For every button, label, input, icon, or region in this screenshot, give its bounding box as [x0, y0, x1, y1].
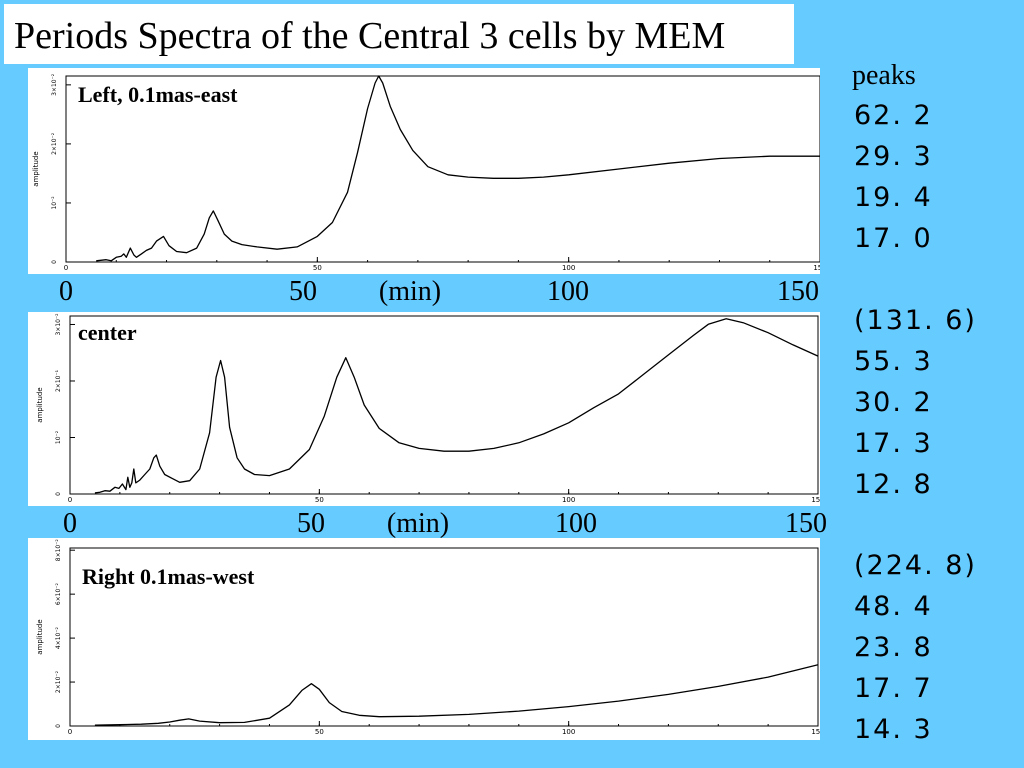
y-axis-label: amplitude	[32, 151, 40, 186]
x-tick-label: 150	[811, 496, 820, 504]
y-tick-label: 8×10⁻²	[55, 539, 62, 562]
top-axis-caption-unit: (min)	[378, 276, 442, 307]
y-tick-label: 0	[55, 724, 62, 728]
y-tick-label: 2×10⁻¹	[55, 369, 62, 392]
y-tick-label: 2×10⁻²	[51, 132, 58, 155]
spectrum-line	[94, 318, 819, 494]
slide-title: Periods Spectra of the Central 3 cells b…	[14, 15, 726, 57]
spectrum-panel-left: 0 50 100 150 0 10⁻² 2×10⁻² 3×10⁻² amplitude Left…	[28, 68, 820, 274]
x-tick-label: 150	[811, 728, 820, 736]
title-box: Periods Spectra of the Central 3 cells b…	[4, 4, 794, 64]
spectrum-svg-right: 0 50 100 150 0 2×10⁻² 4×10⁻² 6×10⁻² 8×10⁻² amplit…	[36, 539, 820, 736]
spectrum-svg-center: 0 50 100 150 0 10⁻² 2×10⁻¹ 3×10⁻² amplitude	[36, 313, 820, 504]
y-tick-label: 0	[55, 492, 62, 496]
x-tick-label: 50	[313, 264, 322, 272]
peak-value: 19. 4	[854, 182, 933, 213]
middle-axis-caption-50: 50	[297, 508, 325, 539]
spectrum-line	[96, 75, 820, 262]
y-tick-label: 6×10⁻²	[55, 583, 62, 606]
x-tick-label: 150	[813, 264, 820, 272]
middle-axis-caption-0: 0	[63, 508, 77, 539]
plot-frame	[65, 75, 820, 263]
peak-value: 62. 2	[854, 100, 933, 131]
top-axis-caption-100: 100	[547, 276, 589, 307]
peak-value: 17. 0	[854, 223, 933, 254]
middle-axis-caption-150: 150	[785, 508, 827, 539]
y-tick-label: 4×10⁻²	[55, 626, 62, 649]
middle-axis-caption-100: 100	[555, 508, 597, 539]
peak-value: 23. 8	[854, 632, 933, 663]
x-tick-label: 0	[64, 264, 68, 272]
x-tick-label: 0	[68, 496, 72, 504]
x-tick-label: 100	[562, 728, 575, 736]
spectrum-panel-center: 0 50 100 150 0 10⁻² 2×10⁻¹ 3×10⁻² amplitude cent…	[28, 312, 820, 506]
peaks-title: peaks	[852, 60, 916, 91]
peak-value: 14. 3	[854, 714, 933, 745]
panel-label-right: Right 0.1mas-west	[82, 564, 255, 589]
spectrum-panel-right: 0 50 100 150 0 2×10⁻² 4×10⁻² 6×10⁻² 8×10⁻² amplit…	[28, 538, 820, 740]
y-tick-label: 0	[51, 260, 58, 264]
y-axis-label: amplitude	[36, 619, 44, 654]
panel-label-left: Left, 0.1mas-east	[78, 82, 238, 107]
x-tick-label: 100	[562, 264, 575, 272]
peak-value: 48. 4	[854, 591, 933, 622]
peak-value: (131. 6)	[854, 305, 977, 336]
x-tick-label: 100	[562, 496, 575, 504]
middle-axis-caption-unit: (min)	[386, 508, 450, 539]
x-tick-label: 50	[315, 496, 324, 504]
y-tick-label: 2×10⁻²	[55, 670, 62, 693]
top-axis-caption-0: 0	[59, 276, 73, 307]
peak-value: 12. 8	[854, 469, 933, 500]
spectrum-svg-left: 0 50 100 150 0 10⁻² 2×10⁻² 3×10⁻² amplitude	[32, 73, 820, 272]
y-tick-label: 3×10⁻²	[51, 73, 58, 96]
peak-value: (224. 8)	[854, 550, 977, 581]
y-tick-label: 10⁻²	[51, 196, 58, 210]
peak-value: 17. 3	[854, 428, 933, 459]
peak-value: 55. 3	[854, 346, 933, 377]
peak-value: 17. 7	[854, 673, 933, 704]
plot-frame	[69, 547, 819, 727]
spectrum-line	[94, 664, 819, 726]
x-tick-label: 50	[315, 728, 324, 736]
panel-label-center: center	[78, 320, 137, 345]
plot-frame	[69, 315, 819, 495]
y-tick-label: 10⁻²	[55, 430, 62, 444]
peak-value: 29. 3	[854, 141, 933, 172]
y-tick-label: 3×10⁻²	[55, 313, 62, 336]
top-axis-caption-150: 150	[777, 276, 819, 307]
top-axis-caption-50: 50	[289, 276, 317, 307]
x-tick-label: 0	[68, 728, 72, 736]
peak-value: 30. 2	[854, 387, 933, 418]
y-axis-label: amplitude	[36, 387, 44, 422]
